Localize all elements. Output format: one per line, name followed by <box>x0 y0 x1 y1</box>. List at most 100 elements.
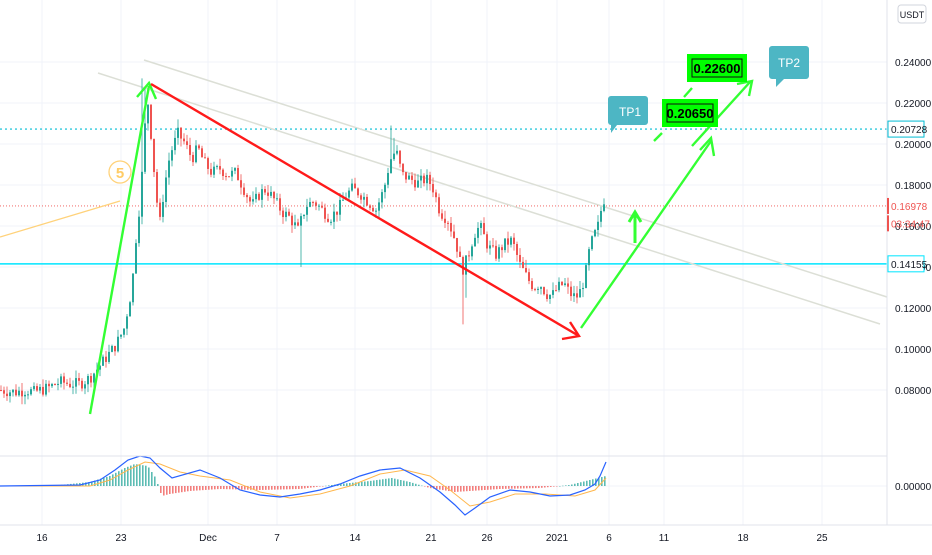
impulse-arrow-line[interactable] <box>88 85 151 415</box>
candle-body <box>225 176 227 178</box>
candle-body <box>114 345 116 352</box>
candle-body <box>243 187 245 195</box>
projection-arrow-tp1[interactable] <box>580 140 712 329</box>
candle-body <box>132 273 134 303</box>
candle-body <box>171 150 173 161</box>
candle-body <box>282 210 284 218</box>
candle-body <box>300 216 302 226</box>
tp1-callout[interactable]: TP1 <box>608 96 648 133</box>
histogram-bar <box>259 486 261 490</box>
decline-arrow-line[interactable] <box>150 82 580 338</box>
candle-body <box>510 237 512 245</box>
histogram-bar <box>541 486 543 488</box>
candle-body <box>45 383 47 395</box>
time-tick-label: 7 <box>274 533 280 544</box>
histogram-bar <box>109 476 111 486</box>
histogram-bar <box>199 486 201 491</box>
candle-body <box>321 205 323 208</box>
arrow-drawings[interactable] <box>88 79 754 415</box>
grid <box>0 0 887 525</box>
histogram-bar <box>139 464 141 486</box>
histogram-bar <box>403 480 405 486</box>
tp2-callout[interactable]: TP2 <box>769 46 809 87</box>
wave-trend-line[interactable] <box>0 200 121 238</box>
candle-body <box>540 287 542 289</box>
price-badge-countdown: 03:34:47 <box>887 215 930 232</box>
candle-body <box>75 378 77 387</box>
candlestick-series[interactable] <box>0 78 605 405</box>
histogram-bar <box>280 486 282 490</box>
candle-body <box>30 389 32 395</box>
target-box-tp1[interactable]: 0.20650 <box>662 99 718 127</box>
time-tick-label: 25 <box>816 533 828 544</box>
histogram-bar <box>223 486 225 490</box>
candle-body <box>414 179 416 188</box>
candle-body <box>357 188 359 196</box>
histogram-bar <box>142 465 144 486</box>
price-tick-label: 0.12000 <box>895 304 932 315</box>
candle-body <box>264 189 266 193</box>
histogram-bar <box>229 486 231 490</box>
projection-arrow-tp2[interactable] <box>691 81 751 147</box>
svg-text:0.22600: 0.22600 <box>694 61 741 76</box>
histogram-bar <box>559 486 561 487</box>
time-axis[interactable]: 16 23 Dec 7 14 21 26 2021 6 11 18 25 <box>36 533 828 544</box>
candle-body <box>60 376 62 384</box>
macd-oscillator[interactable] <box>0 455 607 516</box>
histogram-bar <box>544 486 546 488</box>
histogram-bar <box>331 485 333 486</box>
histogram-bar <box>277 486 279 490</box>
signal-line <box>0 461 607 507</box>
candle-body <box>255 193 257 200</box>
channel-drawing[interactable] <box>0 59 888 325</box>
histogram-bar <box>379 479 381 486</box>
candle-body <box>12 389 14 393</box>
candle-body <box>162 201 164 217</box>
histogram-bar <box>193 486 195 491</box>
candle-body <box>66 382 68 384</box>
candle-body <box>453 231 455 239</box>
candle-body <box>63 376 65 383</box>
badge-frame <box>887 255 925 273</box>
candle-body <box>564 283 566 285</box>
decline-arrow-head <box>561 321 581 341</box>
currency-button[interactable]: USDT <box>897 4 927 24</box>
candle-body <box>546 294 548 299</box>
candle-body <box>450 222 452 232</box>
histogram-bar <box>580 482 582 486</box>
price-tick-label: 0.10000 <box>895 345 932 356</box>
candle-body <box>318 205 320 207</box>
candle-body <box>432 184 434 193</box>
candle-body <box>588 249 590 266</box>
histogram-bar <box>421 485 423 487</box>
histogram-bar <box>367 481 369 486</box>
candle-body <box>381 192 383 203</box>
wave-5-label[interactable]: 5 <box>108 160 132 184</box>
histogram-bar <box>427 486 429 488</box>
candle-body <box>147 104 149 124</box>
candle-body <box>144 123 146 172</box>
candle-body <box>444 218 446 223</box>
candle-body <box>591 236 593 250</box>
candle-body <box>474 237 476 247</box>
histogram-bar <box>316 486 318 487</box>
candle-body <box>36 386 38 391</box>
channel-upper-line[interactable] <box>143 59 888 298</box>
histogram-bar <box>604 476 606 486</box>
histogram-bar <box>430 486 432 489</box>
histogram-bar <box>169 486 171 494</box>
histogram-bar <box>385 478 387 486</box>
candle-body <box>528 272 530 282</box>
candle-body <box>375 210 377 212</box>
candle-body <box>324 207 326 219</box>
candle-body <box>579 289 581 298</box>
histogram-bar <box>211 486 213 490</box>
candle-body <box>402 163 404 173</box>
candle-body <box>429 174 431 185</box>
target-box-tp2[interactable]: 0.22600 <box>687 54 747 82</box>
histogram-bar <box>151 472 153 486</box>
histogram-bar <box>361 481 363 486</box>
channel-lower-line[interactable] <box>97 72 881 325</box>
candle-body <box>519 254 521 262</box>
